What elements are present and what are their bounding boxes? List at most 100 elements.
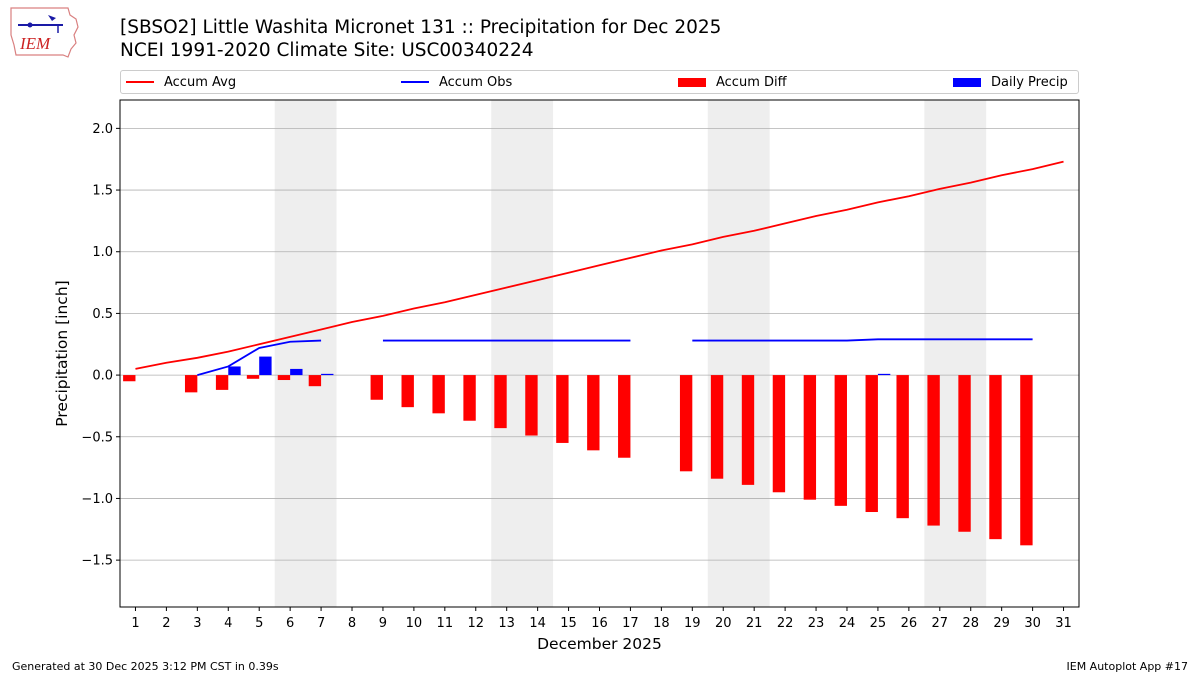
logo-text: IEM <box>19 34 51 53</box>
legend-label-accum-obs: Accum Obs <box>439 74 513 90</box>
y-axis-label: Precipitation [inch] <box>53 280 71 426</box>
chart-subtitle: NCEI 1991-2020 Climate Site: USC00340224 <box>120 40 534 61</box>
accum-diff-bar <box>772 375 786 493</box>
accum-diff-bar <box>679 375 693 472</box>
generated-timestamp: Generated at 30 Dec 2025 3:12 PM CST in … <box>12 660 279 673</box>
y-tick-label: −1.5 <box>81 554 113 569</box>
chart-title: [SBSO2] Little Washita Micronet 131 :: P… <box>120 17 722 38</box>
accum-diff-bar <box>834 375 847 506</box>
legend-swatch-accum-obs <box>401 81 429 83</box>
x-tick-label: 10 <box>406 616 423 631</box>
y-tick-label: 1.5 <box>92 184 113 199</box>
weekend-bands <box>274 100 987 607</box>
daily-precip-bars <box>228 356 891 376</box>
accum-diff-bar <box>1020 375 1033 546</box>
x-tick-label: 24 <box>839 616 856 631</box>
legend-swatch-accum-avg <box>126 81 154 83</box>
legend-label-accum-avg: Accum Avg <box>164 74 237 90</box>
accum-diff-bar <box>401 375 414 408</box>
legend-swatch-accum-diff <box>678 77 706 87</box>
weekend-band <box>924 100 987 607</box>
legend-item-accum-diff: Accum Diff <box>678 71 787 93</box>
x-tick-label: 3 <box>193 616 201 631</box>
accum-diff-bar <box>123 375 136 382</box>
y-tick-label: 1.0 <box>92 245 113 260</box>
app-credit: IEM Autoplot App #17 <box>1066 660 1189 673</box>
x-tick-label: 14 <box>529 616 546 631</box>
weekend-band <box>274 100 337 607</box>
x-tick-label: 28 <box>962 616 979 631</box>
accum-diff-bar <box>927 375 940 526</box>
accum-diff-bar <box>494 375 507 429</box>
x-tick-label: 13 <box>498 616 515 631</box>
accum-diff-bar <box>308 375 322 387</box>
x-tick-label: 9 <box>379 616 387 631</box>
legend-swatch-daily-precip <box>953 77 981 87</box>
x-tick-label: 4 <box>224 616 232 631</box>
legend-label-daily-precip: Daily Precip <box>991 74 1068 90</box>
accum-diff-bar <box>618 375 631 458</box>
x-tick-label: 21 <box>746 616 763 631</box>
x-tick-label: 29 <box>993 616 1010 631</box>
x-tick-label: 1 <box>131 616 139 631</box>
accum-diff-bar <box>432 375 445 414</box>
x-tick-label: 11 <box>437 616 454 631</box>
weekend-band <box>491 100 554 607</box>
accum-diff-bar <box>370 375 383 400</box>
accum-diff-bar <box>803 375 817 500</box>
x-tick-label: 16 <box>591 616 608 631</box>
x-tick-label: 12 <box>467 616 484 631</box>
daily-precip-bar <box>877 373 891 376</box>
accum-diff-bar <box>710 375 724 479</box>
accum-diff-bar <box>463 375 476 421</box>
daily-precip-bar <box>259 356 272 376</box>
accum-diff-bar <box>277 375 291 381</box>
accum-obs-line <box>692 338 1033 342</box>
legend-item-accum-avg: Accum Avg <box>126 71 236 93</box>
y-tick-label: 0.0 <box>92 369 113 384</box>
accum-diff-bar <box>184 375 198 393</box>
x-tick-label: 15 <box>560 616 577 631</box>
accum-diff-bar <box>525 375 538 436</box>
accum-diff-bars <box>123 375 1033 546</box>
x-tick-label: 19 <box>684 616 701 631</box>
accum-obs-line <box>197 339 322 376</box>
x-tick-label: 2 <box>162 616 170 631</box>
x-tick-label: 18 <box>653 616 670 631</box>
x-tick-label: 20 <box>715 616 732 631</box>
x-tick-label: 8 <box>348 616 356 631</box>
x-axis-label: December 2025 <box>537 635 662 653</box>
x-tick-label: 25 <box>870 616 887 631</box>
accum-diff-bar <box>989 375 1002 540</box>
accum-diff-bar <box>896 375 909 519</box>
x-tick-label: 22 <box>777 616 794 631</box>
daily-precip-bar <box>321 373 334 376</box>
x-tick-label: 26 <box>901 616 918 631</box>
legend-label-accum-diff: Accum Diff <box>716 74 787 90</box>
x-ticks: 1 2 3 4 5 6 7 8 9 10 11 12 13 14 15 16 17 18 19 20 21 22 23 24 2… <box>131 607 1072 631</box>
accum-diff-bar <box>215 375 229 390</box>
legend: Accum Avg Accum Obs Accum Diff Daily Pre… <box>120 70 1079 94</box>
x-tick-label: 27 <box>932 616 949 631</box>
y-tick-label: 2.0 <box>92 122 113 137</box>
x-tick-label: 17 <box>622 616 639 631</box>
iem-logo: IEM <box>10 7 79 58</box>
accum-diff-bar <box>865 375 878 513</box>
y-ticks: −1.5 −1.0 −0.5 0.0 0.5 1.0 1.5 2.0 <box>81 122 120 569</box>
series-lines <box>135 160 1064 376</box>
x-tick-label: 23 <box>808 616 825 631</box>
y-tick-label: 0.5 <box>92 307 113 322</box>
accum-diff-bar <box>958 375 971 532</box>
accum-diff-bar <box>741 375 755 485</box>
y-tick-label: −0.5 <box>81 430 113 445</box>
accum-diff-bar <box>556 375 569 443</box>
x-tick-label: 31 <box>1055 616 1072 631</box>
legend-item-daily-precip: Daily Precip <box>953 71 1068 93</box>
daily-precip-bar <box>228 366 241 376</box>
x-tick-label: 30 <box>1024 616 1041 631</box>
accum-diff-bar <box>587 375 600 451</box>
weekend-band <box>707 100 770 607</box>
x-tick-label: 6 <box>286 616 294 631</box>
x-tick-label: 7 <box>317 616 325 631</box>
